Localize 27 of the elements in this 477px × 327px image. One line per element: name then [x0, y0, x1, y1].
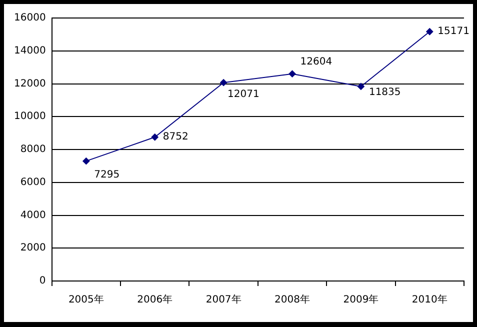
point	[220, 79, 228, 86]
y-tick-label: 4000	[20, 210, 46, 221]
y-tick-label: 6000	[20, 176, 46, 188]
data-label: 15171	[438, 26, 470, 38]
y-tick-label: 2000	[20, 242, 46, 254]
point	[357, 82, 364, 90]
data-label: 12604	[300, 56, 332, 68]
y-tick-label: 12000	[14, 78, 46, 90]
x-tick-label: 2005年	[68, 294, 104, 306]
y-tick-label: 16000	[14, 12, 46, 24]
data-label: 8752	[162, 132, 188, 143]
y-tick-label: 10000	[14, 111, 46, 122]
y-tick-label: 8000	[20, 144, 46, 156]
point	[426, 28, 434, 36]
x-tick-label: 2008年	[274, 294, 310, 306]
data-label: 7295	[94, 170, 120, 181]
data-label: 12071	[228, 89, 260, 100]
y-tick-label: 14000	[14, 45, 46, 56]
point	[288, 70, 296, 78]
x-tick-label: 2007年	[206, 294, 242, 306]
y-tick-label: 0	[39, 276, 46, 287]
x-tick-label: 2010年	[412, 294, 448, 306]
point	[82, 158, 90, 165]
point	[151, 134, 158, 141]
data-label: 11835	[368, 87, 401, 98]
x-tick-label: 2009年	[343, 294, 379, 306]
x-tick-label: 2006年	[137, 294, 173, 306]
